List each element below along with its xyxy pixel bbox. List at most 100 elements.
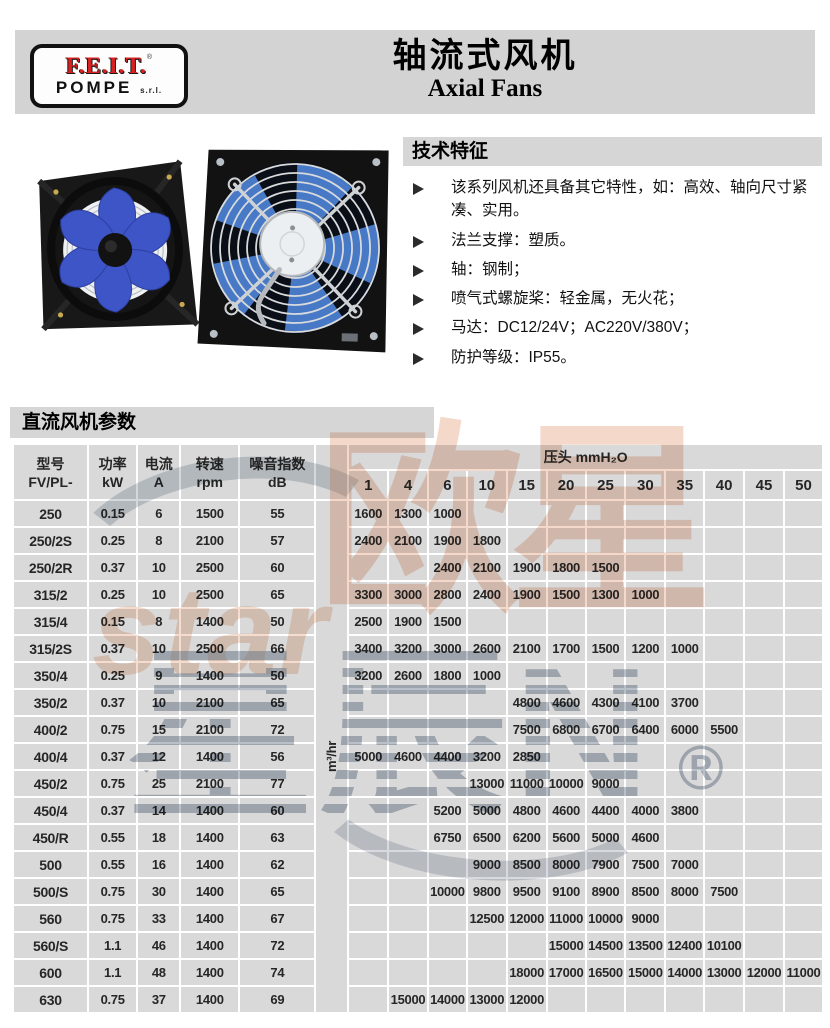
flow-value-cell: 8000 <box>664 877 706 906</box>
flow-value-cell: 4600 <box>545 688 587 717</box>
flow-value-cell <box>347 958 390 987</box>
current-cell: 30 <box>136 877 182 906</box>
flow-value-cell <box>347 985 390 1014</box>
power-cell: 0.75 <box>87 985 139 1014</box>
flow-value-cell: 3200 <box>465 742 508 771</box>
feit-pompe-logo: F.E.I.T.® POMPE s.r.l. <box>30 44 188 108</box>
flow-value-cell <box>664 526 706 555</box>
pressure-column-header: 45 <box>743 469 785 501</box>
feature-text: 马达：DC12/24V；AC220V/380V； <box>451 319 699 337</box>
flow-value-cell <box>743 688 785 717</box>
flow-value-cell <box>703 796 746 825</box>
flow-value-cell <box>505 607 548 636</box>
model-cell: 315/4 <box>11 607 90 636</box>
flow-value-cell: 5000 <box>465 796 508 825</box>
flow-value-cell <box>743 985 785 1014</box>
logo-brand-text: F.E.I.T. <box>65 53 147 79</box>
page-title: 轴流式风机 Axial Fans <box>200 37 770 104</box>
table-row: 450/R 0.55 18 1400 63 6750 6500 6200 5600 5000 460… <box>11 823 825 852</box>
flow-value-cell: 9000 <box>624 904 667 933</box>
flow-value-cell <box>545 499 587 528</box>
flow-value-cell: 8500 <box>505 850 548 879</box>
flow-value-cell: 6800 <box>545 715 587 744</box>
noise-cell: 69 <box>238 985 317 1014</box>
table-row: 400/2 0.75 15 2100 72 7500 6800 6700 6400 6000 550… <box>11 715 825 744</box>
power-cell: 0.37 <box>87 553 139 582</box>
flow-value-cell: 1500 <box>545 580 587 609</box>
model-cell: 560/S <box>11 931 90 960</box>
flow-value-cell: 1800 <box>545 553 587 582</box>
flow-value-cell <box>426 715 468 744</box>
column-header: 型号 FV/PL- <box>11 443 90 501</box>
bullet-arrow-icon <box>413 183 424 195</box>
table-row: 250/2R 0.37 10 2500 60 2400 2100 1900 1800 1500 <box>11 553 825 582</box>
flow-value-cell: 6400 <box>624 715 667 744</box>
flow-value-cell: 4400 <box>584 796 627 825</box>
speed-cell: 1400 <box>179 958 241 987</box>
noise-cell: 63 <box>238 823 317 852</box>
features-list: 该系列风机还具备其它特性，如：高效、轴向尺寸紧凑、实用。 法兰支撑：塑质。 轴：钢制… <box>403 173 822 372</box>
noise-cell: 72 <box>238 715 317 744</box>
flow-value-cell <box>584 499 627 528</box>
flow-value-cell: 3200 <box>347 661 390 690</box>
speed-cell: 2100 <box>179 769 241 798</box>
flow-value-cell: 14500 <box>584 931 627 960</box>
power-cell: 0.37 <box>87 796 139 825</box>
flow-value-cell: 6200 <box>505 823 548 852</box>
page-title-cn: 轴流式风机 <box>392 37 578 75</box>
flow-value-cell <box>743 715 785 744</box>
flow-value-cell <box>624 607 667 636</box>
flow-value-cell <box>664 661 706 690</box>
flow-value-cell: 1300 <box>584 580 627 609</box>
flow-value-cell: 4400 <box>426 742 468 771</box>
flow-value-cell: 1500 <box>584 634 627 663</box>
flow-value-cell <box>664 580 706 609</box>
noise-cell: 60 <box>238 553 317 582</box>
flow-value-cell: 14000 <box>664 958 706 987</box>
flow-value-cell <box>743 661 785 690</box>
fan-parameters-table: 型号 FV/PL- 功率 kW 电流 A 转速 rpm 噪音指数 dB 压头 mmH₂O 1… <box>11 443 825 1014</box>
flow-value-cell: 10000 <box>584 904 627 933</box>
bullet-arrow-icon <box>413 323 424 336</box>
flow-value-cell: 1000 <box>426 499 468 528</box>
flow-value-cell <box>465 958 508 987</box>
power-cell: 0.75 <box>87 715 139 744</box>
flow-value-cell: 1700 <box>545 634 587 663</box>
flow-value-cell <box>664 553 706 582</box>
current-cell: 25 <box>136 769 182 798</box>
flow-value-cell: 1900 <box>505 553 548 582</box>
flow-value-cell <box>703 769 746 798</box>
pressure-column-header: 10 <box>465 469 508 501</box>
flow-value-cell <box>664 742 706 771</box>
flow-value-cell: 16500 <box>584 958 627 987</box>
flow-value-cell: 7000 <box>664 850 706 879</box>
flow-value-cell <box>703 499 746 528</box>
flow-value-cell <box>505 499 548 528</box>
model-cell: 315/2S <box>11 634 90 663</box>
flow-value-cell <box>426 850 468 879</box>
power-cell: 0.37 <box>87 634 139 663</box>
flow-value-cell: 1600 <box>347 499 390 528</box>
flow-value-cell: 12000 <box>743 958 785 987</box>
model-cell: 600 <box>11 958 90 987</box>
feature-text: 法兰支撑：塑质。 <box>451 231 576 249</box>
flow-value-cell <box>703 850 746 879</box>
current-cell: 9 <box>136 661 182 690</box>
flow-value-cell: 11000 <box>505 769 548 798</box>
model-cell: 250 <box>11 499 90 528</box>
flow-value-cell: 10100 <box>703 931 746 960</box>
power-cell: 0.25 <box>87 526 139 555</box>
flow-value-cell: 6750 <box>426 823 468 852</box>
table-row: 600 1.1 48 1400 74 18000 17000 16500 15000 14000 1… <box>11 958 825 987</box>
model-cell: 560 <box>11 904 90 933</box>
flow-value-cell: 15000 <box>624 958 667 987</box>
flow-value-cell: 1800 <box>426 661 468 690</box>
table-row: 315/2S 0.37 10 2500 66 3400 3200 3000 2600 2100 17… <box>11 634 825 663</box>
flow-value-cell <box>782 688 825 717</box>
column-header: 电流 A <box>136 443 182 501</box>
flow-value-cell <box>347 769 390 798</box>
flow-value-cell: 6000 <box>664 715 706 744</box>
flow-value-cell <box>782 553 825 582</box>
flow-value-cell: 4100 <box>624 688 667 717</box>
flow-value-cell: 2850 <box>505 742 548 771</box>
